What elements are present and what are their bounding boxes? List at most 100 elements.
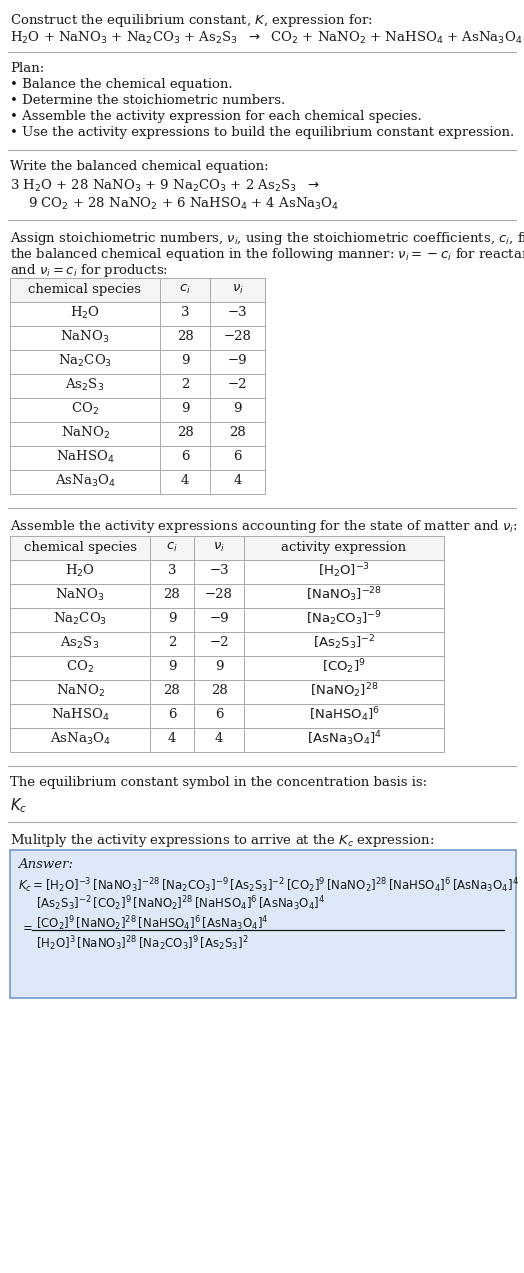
Bar <box>10 656 150 680</box>
Text: 4: 4 <box>233 475 242 488</box>
Text: Na$_2$CO$_3$: Na$_2$CO$_3$ <box>53 611 107 628</box>
Text: NaNO$_3$: NaNO$_3$ <box>56 587 105 603</box>
Bar <box>150 680 194 704</box>
Text: −2: −2 <box>228 378 247 392</box>
Text: 9: 9 <box>233 402 242 415</box>
Bar <box>150 704 194 728</box>
Bar <box>150 536 194 560</box>
Text: −28: −28 <box>205 588 233 602</box>
Text: 4: 4 <box>168 732 176 746</box>
Text: Mulitply the activity expressions to arrive at the $K_c$ expression:: Mulitply the activity expressions to arr… <box>10 833 434 849</box>
Text: Write the balanced chemical equation:: Write the balanced chemical equation: <box>10 160 269 173</box>
Bar <box>194 728 244 752</box>
Bar <box>244 631 444 656</box>
Text: 6: 6 <box>215 709 223 722</box>
Text: • Determine the stoichiometric numbers.: • Determine the stoichiometric numbers. <box>10 94 285 107</box>
Text: As$_2$S$_3$: As$_2$S$_3$ <box>60 635 100 651</box>
Text: 9: 9 <box>168 612 176 625</box>
Bar <box>194 560 244 584</box>
Bar <box>10 850 516 998</box>
Bar <box>210 326 265 350</box>
Text: $[\mathrm{As_2S_3}]^{-2}\,[\mathrm{CO_2}]^9\,[\mathrm{NaNO_2}]^{28}\,[\mathrm{Na: $[\mathrm{As_2S_3}]^{-2}\,[\mathrm{CO_2}… <box>36 894 325 913</box>
Text: 28: 28 <box>177 331 193 344</box>
Bar <box>194 608 244 631</box>
Bar <box>244 560 444 584</box>
Text: As$_2$S$_3$: As$_2$S$_3$ <box>66 377 105 393</box>
Bar <box>10 560 150 584</box>
Bar <box>210 423 265 446</box>
Bar <box>160 398 210 423</box>
Text: and $\nu_i = c_i$ for products:: and $\nu_i = c_i$ for products: <box>10 262 168 279</box>
Bar <box>150 560 194 584</box>
Text: H$_2$O + NaNO$_3$ + Na$_2$CO$_3$ + As$_2$S$_3$  $\rightarrow$  CO$_2$ + NaNO$_2$: H$_2$O + NaNO$_3$ + Na$_2$CO$_3$ + As$_2… <box>10 31 522 46</box>
Bar <box>244 584 444 608</box>
Text: 9: 9 <box>181 354 189 368</box>
Bar <box>210 374 265 398</box>
Text: Assemble the activity expressions accounting for the state of matter and $\nu_i$: Assemble the activity expressions accoun… <box>10 518 518 535</box>
Text: 6: 6 <box>168 709 176 722</box>
Text: AsNa$_3$O$_4$: AsNa$_3$O$_4$ <box>50 731 111 747</box>
Bar <box>10 326 160 350</box>
Text: NaNO$_3$: NaNO$_3$ <box>60 328 110 345</box>
Bar <box>160 470 210 494</box>
Text: 4: 4 <box>181 475 189 488</box>
Text: 2: 2 <box>168 636 176 649</box>
Bar <box>10 423 160 446</box>
Text: NaNO$_2$: NaNO$_2$ <box>56 682 104 699</box>
Text: The equilibrium constant symbol in the concentration basis is:: The equilibrium constant symbol in the c… <box>10 777 427 789</box>
Text: $[\mathrm{AsNa_3O_4}]^{4}$: $[\mathrm{AsNa_3O_4}]^{4}$ <box>307 729 381 749</box>
Bar <box>10 470 160 494</box>
Bar <box>160 350 210 374</box>
Text: 9: 9 <box>168 661 176 673</box>
Bar <box>10 728 150 752</box>
Bar <box>150 631 194 656</box>
Bar <box>194 680 244 704</box>
Text: CO$_2$: CO$_2$ <box>66 659 94 675</box>
Bar <box>160 278 210 302</box>
Text: 9 CO$_2$ + 28 NaNO$_2$ + 6 NaHSO$_4$ + 4 AsNa$_3$O$_4$: 9 CO$_2$ + 28 NaNO$_2$ + 6 NaHSO$_4$ + 4… <box>28 196 339 213</box>
Bar <box>10 374 160 398</box>
Text: 4: 4 <box>215 732 223 746</box>
Bar <box>194 536 244 560</box>
Text: $\nu_i$: $\nu_i$ <box>232 283 244 295</box>
Text: the balanced chemical equation in the following manner: $\nu_i = -c_i$ for react: the balanced chemical equation in the fo… <box>10 246 524 264</box>
Text: NaNO$_2$: NaNO$_2$ <box>60 425 110 440</box>
Bar <box>244 680 444 704</box>
Text: $\nu_i$: $\nu_i$ <box>213 541 225 554</box>
Bar <box>10 536 150 560</box>
Bar <box>194 656 244 680</box>
Bar <box>10 446 160 470</box>
Text: $[\mathrm{Na_2CO_3}]^{-9}$: $[\mathrm{Na_2CO_3}]^{-9}$ <box>306 610 382 629</box>
Text: CO$_2$: CO$_2$ <box>71 401 99 418</box>
Text: • Assemble the activity expression for each chemical species.: • Assemble the activity expression for e… <box>10 109 422 123</box>
Bar <box>194 584 244 608</box>
Text: Na$_2$CO$_3$: Na$_2$CO$_3$ <box>58 353 112 369</box>
Text: −3: −3 <box>209 564 229 578</box>
Text: Answer:: Answer: <box>18 858 73 871</box>
Text: $=$: $=$ <box>20 920 33 933</box>
Text: 6: 6 <box>181 451 189 463</box>
Bar <box>10 302 160 326</box>
Bar <box>244 536 444 560</box>
Text: $c_i$: $c_i$ <box>166 541 178 554</box>
Text: −9: −9 <box>228 354 247 368</box>
Text: $c_i$: $c_i$ <box>179 283 191 295</box>
Text: −28: −28 <box>224 331 252 344</box>
Bar <box>160 326 210 350</box>
Bar <box>10 631 150 656</box>
Bar <box>150 728 194 752</box>
Text: Assign stoichiometric numbers, $\nu_i$, using the stoichiometric coefficients, $: Assign stoichiometric numbers, $\nu_i$, … <box>10 230 524 247</box>
Bar <box>244 608 444 631</box>
Text: activity expression: activity expression <box>281 541 407 554</box>
Text: 3: 3 <box>181 307 189 320</box>
Text: −2: −2 <box>209 636 229 649</box>
Bar <box>10 398 160 423</box>
Text: 9: 9 <box>181 402 189 415</box>
Text: −9: −9 <box>209 612 229 625</box>
Text: $[\mathrm{H_2O}]^{-3}$: $[\mathrm{H_2O}]^{-3}$ <box>318 561 370 580</box>
Text: $[\mathrm{NaHSO_4}]^{6}$: $[\mathrm{NaHSO_4}]^{6}$ <box>309 705 379 724</box>
Bar <box>10 704 150 728</box>
Bar <box>194 704 244 728</box>
Text: $K_c = [\mathrm{H_2O}]^{-3}\,[\mathrm{NaNO_3}]^{-28}\,[\mathrm{Na_2CO_3}]^{-9}\,: $K_c = [\mathrm{H_2O}]^{-3}\,[\mathrm{Na… <box>18 876 519 895</box>
Bar <box>244 728 444 752</box>
